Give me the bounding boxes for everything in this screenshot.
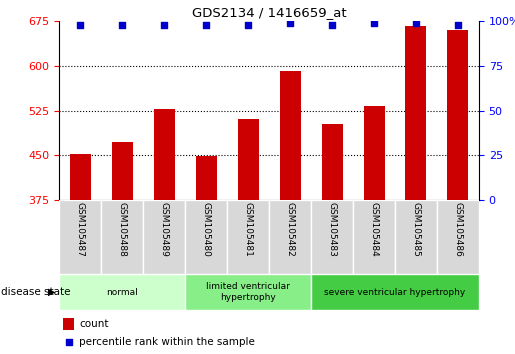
Text: percentile rank within the sample: percentile rank within the sample <box>79 337 255 347</box>
Text: GSM105489: GSM105489 <box>160 202 168 257</box>
Bar <box>63 318 74 330</box>
Text: ▶: ▶ <box>48 287 56 297</box>
Bar <box>353 200 395 274</box>
Point <box>202 22 210 28</box>
Bar <box>448 30 469 200</box>
Bar <box>280 71 301 200</box>
Title: GDS2134 / 1416659_at: GDS2134 / 1416659_at <box>192 6 347 19</box>
Text: GSM105484: GSM105484 <box>370 202 379 257</box>
Point <box>454 22 462 28</box>
Text: GSM105483: GSM105483 <box>328 202 336 257</box>
Text: GSM105487: GSM105487 <box>76 202 84 257</box>
Text: count: count <box>79 319 109 329</box>
Bar <box>437 200 479 274</box>
Bar <box>196 156 217 200</box>
Bar <box>311 274 479 310</box>
Text: GSM105481: GSM105481 <box>244 202 252 257</box>
Bar <box>112 142 133 200</box>
Bar <box>101 200 143 274</box>
Point <box>328 22 336 28</box>
Bar <box>237 119 259 200</box>
Bar <box>269 200 311 274</box>
Point <box>412 20 420 26</box>
Text: limited ventricular
hypertrophy: limited ventricular hypertrophy <box>206 282 290 302</box>
Bar <box>59 274 185 310</box>
Bar <box>405 26 426 200</box>
Bar <box>311 200 353 274</box>
Text: GSM105488: GSM105488 <box>118 202 127 257</box>
Point <box>370 20 378 26</box>
Bar <box>185 274 311 310</box>
Point <box>286 20 294 26</box>
Text: GSM105480: GSM105480 <box>202 202 211 257</box>
Bar <box>364 106 385 200</box>
Bar <box>59 200 101 274</box>
Point <box>65 339 73 345</box>
Bar <box>185 200 227 274</box>
Text: GSM105485: GSM105485 <box>411 202 420 257</box>
Bar <box>395 200 437 274</box>
Text: GSM105482: GSM105482 <box>286 202 295 257</box>
Bar <box>143 200 185 274</box>
Bar <box>227 200 269 274</box>
Text: GSM105486: GSM105486 <box>454 202 462 257</box>
Point <box>118 22 126 28</box>
Point <box>160 22 168 28</box>
Text: severe ventricular hypertrophy: severe ventricular hypertrophy <box>324 287 466 297</box>
Bar <box>321 124 342 200</box>
Text: normal: normal <box>106 287 138 297</box>
Bar <box>70 154 91 200</box>
Text: disease state: disease state <box>1 287 71 297</box>
Point <box>244 22 252 28</box>
Point <box>76 22 84 28</box>
Bar <box>153 109 175 200</box>
